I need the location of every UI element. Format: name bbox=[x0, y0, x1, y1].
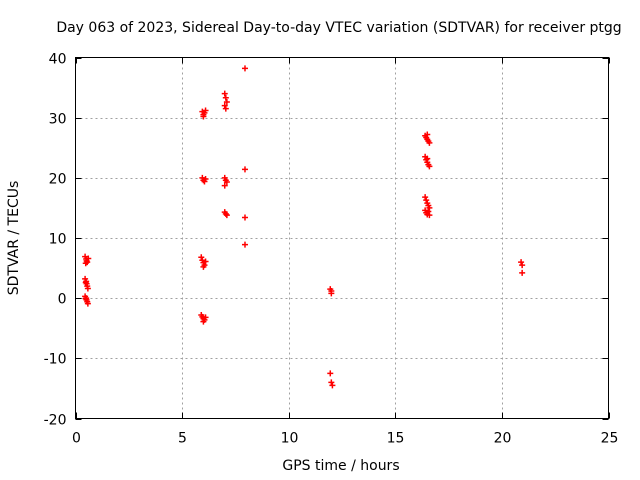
data-point bbox=[222, 105, 229, 112]
data-point bbox=[221, 102, 228, 109]
data-point bbox=[426, 139, 433, 146]
y-tick-label: 20 bbox=[49, 172, 67, 188]
x-tick-label: 15 bbox=[387, 431, 405, 447]
chart-title: Day 063 of 2023, Sidereal Day-to-day VTE… bbox=[56, 20, 621, 36]
y-axis-title: SDTVAR / TECUs bbox=[6, 181, 22, 296]
data-point bbox=[422, 194, 429, 201]
data-points bbox=[82, 65, 526, 389]
data-point bbox=[424, 155, 431, 162]
x-tick-label: 10 bbox=[281, 431, 299, 447]
data-point bbox=[329, 382, 336, 389]
x-tick-labels: 0 5 10 15 20 25 bbox=[72, 431, 618, 447]
y-tick-label: 0 bbox=[58, 292, 67, 308]
data-point bbox=[222, 210, 229, 217]
y-tick-label: 10 bbox=[49, 232, 67, 248]
data-point bbox=[328, 379, 335, 386]
y-tick-label: -10 bbox=[44, 352, 67, 368]
y-tick-label: 30 bbox=[49, 112, 67, 128]
data-point bbox=[200, 318, 207, 325]
data-point bbox=[202, 258, 209, 265]
data-point bbox=[82, 279, 89, 286]
data-point bbox=[519, 262, 526, 269]
data-point bbox=[82, 260, 89, 267]
y-tick-label: 40 bbox=[49, 52, 67, 68]
data-point bbox=[424, 131, 431, 138]
data-point bbox=[221, 182, 228, 189]
data-point bbox=[327, 370, 334, 377]
x-tick-label: 5 bbox=[178, 431, 187, 447]
data-point bbox=[223, 212, 230, 219]
grid bbox=[75, 57, 609, 419]
y-tick-label: -20 bbox=[44, 413, 67, 429]
data-point bbox=[241, 241, 248, 248]
data-point bbox=[202, 107, 209, 114]
data-point bbox=[82, 295, 89, 302]
data-point bbox=[202, 314, 209, 321]
data-point bbox=[222, 94, 229, 101]
data-point bbox=[519, 269, 526, 276]
data-point bbox=[423, 197, 430, 204]
data-point bbox=[426, 204, 433, 211]
axis-ticks bbox=[75, 57, 610, 420]
data-point bbox=[328, 290, 335, 297]
x-tick-label: 0 bbox=[72, 431, 81, 447]
data-point bbox=[426, 163, 433, 170]
data-point bbox=[241, 214, 248, 221]
data-point bbox=[221, 90, 228, 97]
x-tick-label: 20 bbox=[494, 431, 512, 447]
data-point bbox=[426, 212, 433, 219]
y-tick-labels: -20 -10 0 10 20 30 40 bbox=[44, 52, 67, 429]
data-point bbox=[198, 254, 205, 261]
data-point bbox=[241, 166, 248, 173]
x-axis-title: GPS time / hours bbox=[282, 458, 399, 474]
plot-frame bbox=[75, 57, 609, 419]
data-point bbox=[223, 179, 230, 186]
data-point bbox=[84, 300, 91, 307]
data-point bbox=[518, 259, 525, 266]
data-point bbox=[425, 208, 432, 215]
x-tick-label: 25 bbox=[601, 431, 619, 447]
data-point bbox=[241, 65, 248, 72]
data-point bbox=[200, 263, 207, 270]
data-point bbox=[223, 99, 230, 106]
data-point bbox=[84, 285, 91, 292]
data-point bbox=[202, 176, 209, 183]
data-point bbox=[200, 113, 207, 120]
data-point bbox=[85, 255, 92, 262]
